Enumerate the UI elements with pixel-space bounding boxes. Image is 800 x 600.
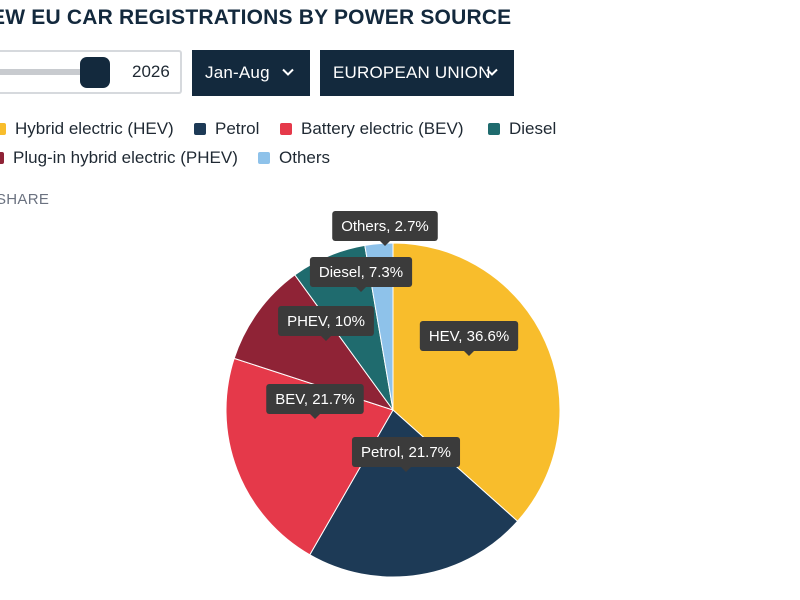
slice-label-pointer (356, 287, 366, 292)
legend-item-others[interactable]: Others (258, 148, 330, 168)
slice-label-text: Petrol, 21.7% (361, 444, 451, 461)
slice-label-box (351, 437, 461, 467)
slice-label-text: Diesel, 7.3% (319, 264, 403, 281)
slice-label-text: PHEV, 10% (287, 313, 365, 330)
slice-label-bev: BEV, 21.7% (266, 384, 364, 419)
slice-label-hev: HEV, 36.6% (419, 321, 519, 356)
legend-label: Plug-in hybrid electric (PHEV) (13, 148, 238, 167)
slice-label-pointer (321, 336, 331, 341)
slice-label-others: Others, 2.7% (332, 211, 438, 246)
legend-swatch (194, 123, 206, 135)
slice-label-petrol: Petrol, 21.7% (351, 437, 461, 472)
slice-label-box (266, 384, 364, 414)
pie-slice-hev[interactable] (392, 242, 561, 522)
page-title: EW EU CAR REGISTRATIONS BY POWER SOURCE (0, 6, 512, 29)
year-value: 2026 (132, 62, 170, 81)
period-dropdown[interactable]: Jan-Aug (192, 50, 310, 96)
slice-label-text: Others, 2.7% (341, 218, 429, 235)
slice-label-box (309, 257, 413, 287)
legend-item-bev[interactable]: Battery electric (BEV) (280, 119, 464, 139)
legend-item-petrol[interactable]: Petrol (194, 119, 259, 139)
slice-label-pointer (464, 351, 474, 356)
slider-handle[interactable] (80, 57, 110, 88)
chevron-down-icon (486, 68, 498, 76)
pie-slice-phev[interactable] (233, 274, 395, 411)
slice-label-pointer (310, 414, 320, 419)
pie-labels: HEV, 36.6% Petrol, 21.7% BEV, 21.7% PHEV, 1… (266, 211, 519, 472)
pie-slice-petrol[interactable] (309, 409, 519, 578)
legend-label: Others (279, 148, 331, 167)
slice-label-pointer (380, 241, 390, 246)
legend-label: Diesel (509, 119, 557, 138)
legend-label: Battery electric (BEV) (301, 119, 464, 138)
legend-swatch (0, 123, 6, 135)
legend-item-diesel[interactable]: Diesel (488, 119, 556, 139)
legend-item-phev[interactable]: Plug-in hybrid electric (PHEV) (0, 148, 238, 168)
slice-label-box (278, 306, 374, 336)
slice-label-box (419, 321, 519, 351)
legend-swatch (488, 123, 500, 135)
legend-swatch (0, 152, 4, 164)
year-slider[interactable]: 2026 (0, 50, 182, 94)
slice-label-phev: PHEV, 10% (278, 306, 374, 341)
period-dropdown-label: Jan-Aug (205, 63, 270, 82)
legend-swatch (280, 123, 292, 135)
legend-label: Petrol (215, 119, 260, 138)
region-dropdown[interactable]: EUROPEAN UNION (320, 50, 514, 96)
slice-label-text: BEV, 21.7% (275, 391, 355, 408)
chevron-down-icon (282, 68, 294, 76)
legend-label: Hybrid electric (HEV) (15, 119, 174, 138)
slice-label-pointer (401, 467, 411, 472)
region-dropdown-label: EUROPEAN UNION (333, 63, 491, 82)
slider-track[interactable] (0, 69, 98, 75)
slice-label-box (332, 211, 438, 241)
slice-label-text: HEV, 36.6% (429, 328, 509, 345)
legend-item-hev[interactable]: Hybrid electric (HEV) (0, 119, 174, 139)
slice-label-diesel: Diesel, 7.3% (309, 257, 413, 292)
legend-swatch (258, 152, 270, 164)
section-label: SHARE (0, 191, 50, 208)
